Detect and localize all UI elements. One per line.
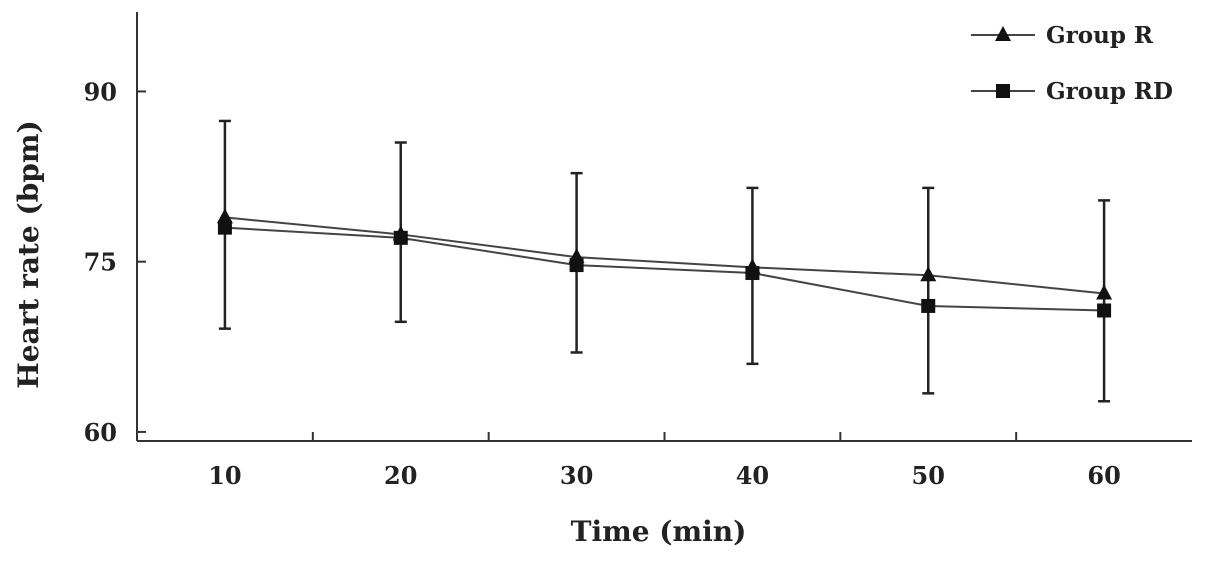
- y-tick-label-60: 60: [84, 418, 117, 447]
- legend-marker-square: [996, 84, 1010, 98]
- x-ticks: 10 20 30 40 50 60: [208, 432, 1121, 490]
- y-ticks: 60 75 90: [84, 77, 146, 447]
- series-lines: [224, 216, 1105, 312]
- axes: [136, 12, 1192, 442]
- marker-square: [393, 230, 408, 245]
- x-axis-title: Time (min): [571, 515, 747, 548]
- markers: [216, 208, 1113, 318]
- marker-square: [1097, 303, 1112, 318]
- legend: Group R Group RD: [971, 22, 1173, 105]
- x-tick-label-30: 30: [560, 461, 593, 490]
- error-bars: [218, 119, 1111, 403]
- marker-square: [217, 220, 232, 235]
- marker-square: [745, 266, 760, 281]
- marker-triangle: [920, 266, 937, 282]
- legend-label-triangle: Group R: [1046, 22, 1154, 49]
- x-tick-label-50: 50: [912, 461, 945, 490]
- y-tick-label-75: 75: [84, 248, 117, 277]
- x-tick-label-60: 60: [1087, 461, 1120, 490]
- marker-square: [921, 298, 936, 313]
- marker-square: [569, 258, 584, 273]
- legend-label-square: Group RD: [1046, 78, 1173, 105]
- marker-triangle: [216, 208, 233, 224]
- x-tick-label-10: 10: [208, 461, 241, 490]
- x-tick-label-20: 20: [384, 461, 417, 490]
- y-axis-title: Heart rate (bpm): [12, 120, 45, 389]
- marker-triangle: [1096, 284, 1113, 300]
- series-line-triangle: [224, 216, 1105, 295]
- series-line-square: [224, 226, 1105, 312]
- y-tick-label-90: 90: [84, 77, 117, 106]
- x-tick-label-40: 40: [736, 461, 769, 490]
- legend-marker-triangle: [995, 26, 1011, 41]
